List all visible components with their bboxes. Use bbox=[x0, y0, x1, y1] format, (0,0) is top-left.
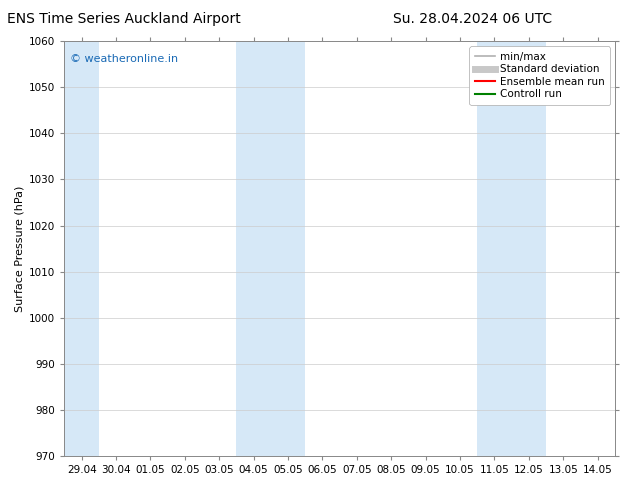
Bar bbox=[236, 41, 305, 456]
Bar bbox=[477, 41, 546, 456]
Text: ENS Time Series Auckland Airport: ENS Time Series Auckland Airport bbox=[7, 12, 241, 26]
Bar bbox=[65, 41, 99, 456]
Y-axis label: Surface Pressure (hPa): Surface Pressure (hPa) bbox=[15, 185, 25, 312]
Legend: min/max, Standard deviation, Ensemble mean run, Controll run: min/max, Standard deviation, Ensemble me… bbox=[469, 47, 610, 105]
Text: Su. 28.04.2024 06 UTC: Su. 28.04.2024 06 UTC bbox=[393, 12, 552, 26]
Text: © weatheronline.in: © weatheronline.in bbox=[70, 54, 178, 64]
